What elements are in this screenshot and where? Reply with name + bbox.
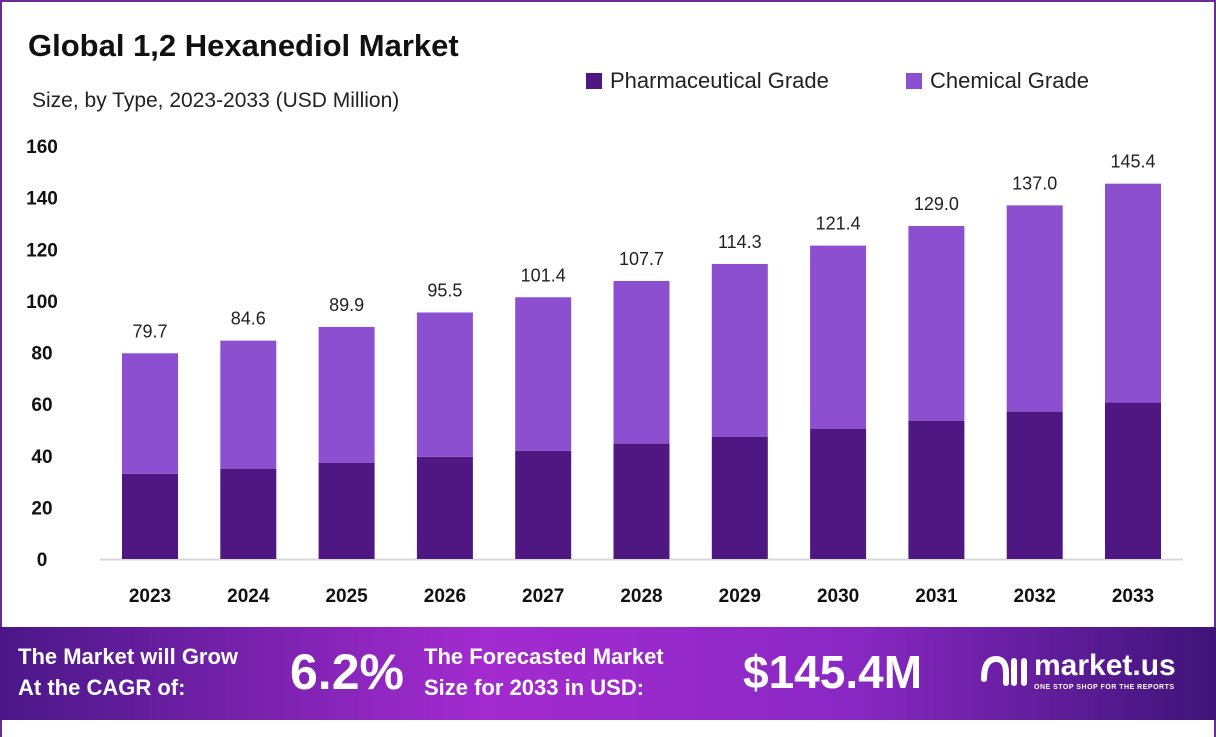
x-tick-label: 2027 [522,586,564,607]
legend-label: Pharmaceutical Grade [610,68,829,93]
x-tick-label: 2025 [325,586,368,607]
legend-swatch [586,73,602,89]
bar-pharmaceutical-2024 [220,468,277,559]
total-label: 89.9 [329,295,364,315]
total-label: 137.0 [1012,173,1057,193]
forecast-label: The Forecasted Market Size for 2033 in US… [424,641,664,703]
y-tick-label: 40 [31,447,52,468]
y-tick-label: 20 [31,498,52,519]
x-tick-label: 2031 [915,586,958,607]
x-tick-label: 2033 [1112,586,1154,607]
logo-icon [981,655,1027,686]
bar-chemical-2030 [810,245,867,429]
forecast-label-line2: Size for 2033 in USD: [424,675,645,700]
market-us-logo: market.us ONE STOP SHOP FOR THE REPORTS [978,649,1176,692]
total-label: 107.7 [619,249,664,269]
bar-chemical-2028 [613,280,670,444]
footer-banner: The Market will Grow At the CAGR of: 6.2%… [0,627,1216,720]
bar-pharmaceutical-2030 [810,428,867,559]
cagr-label-line1: The Market will Grow [18,644,239,669]
total-label: 84.6 [231,309,266,329]
cagr-label-line2: At the CAGR of: [18,675,186,700]
bar-chemical-2031 [908,226,965,421]
y-tick-label: 0 [37,550,48,571]
x-tick-label: 2024 [227,586,270,607]
cagr-label: The Market will Grow At the CAGR of: [18,641,238,703]
bar-pharmaceutical-2028 [613,443,670,559]
y-tick-label: 140 [26,189,58,210]
bar-chemical-2029 [711,263,768,437]
bar-pharmaceutical-2027 [515,450,572,559]
bar-chemical-2023 [122,353,178,474]
legend-label: Chemical Grade [930,68,1089,93]
logo-name: market.us [1034,649,1176,682]
x-tick-label: 2029 [719,586,761,607]
total-label: 101.4 [521,265,566,285]
bar-chemical-2032 [1006,205,1063,412]
legend-swatch [906,73,922,89]
y-tick-label: 80 [31,344,52,365]
bar-pharmaceutical-2025 [318,462,375,559]
bar-pharmaceutical-2023 [122,473,178,559]
bar-pharmaceutical-2032 [1006,411,1063,559]
legend-item-pharmaceutical: Pharmaceutical Grade [586,68,829,94]
y-tick-label: 160 [26,137,58,158]
total-label: 129.0 [914,194,959,214]
bar-pharmaceutical-2026 [416,456,473,559]
y-tick-label: 100 [26,292,58,313]
total-label: 79.7 [132,321,167,341]
bar-chemical-2033 [1105,183,1161,403]
chart-title: Global 1,2 Hexanediol Market [28,28,459,63]
bar-pharmaceutical-2031 [908,420,965,559]
bar-chemical-2026 [416,312,473,457]
bar-chemical-2024 [220,340,277,469]
x-tick-label: 2023 [129,586,171,607]
bar-pharmaceutical-2029 [711,436,768,559]
logo-tagline: ONE STOP SHOP FOR THE REPORTS [1034,684,1175,691]
y-tick-label: 120 [26,240,58,261]
forecast-value: $145.4M [743,646,923,698]
total-label: 114.3 [718,232,762,252]
y-tick-label: 60 [31,395,52,416]
bar-chemical-2027 [515,297,572,451]
total-label: 121.4 [816,214,861,234]
bar-chart: 0 20 40 60 80 100 120 140 160 79.7 2023 84.6 2024 89.… [26,137,1183,607]
total-label: 145.4 [1110,152,1155,172]
x-tick-label: 2028 [620,586,662,607]
total-label: 95.5 [427,280,462,300]
x-tick-label: 2030 [817,586,859,607]
cagr-value: 6.2% [290,644,404,700]
forecast-label-line1: The Forecasted Market [424,644,664,669]
bar-chemical-2025 [318,326,375,463]
x-tick-label: 2026 [424,586,466,607]
chart-subtitle: Size, by Type, 2023-2033 (USD Million) [32,89,400,112]
x-tick-label: 2032 [1014,586,1056,607]
legend-item-chemical: Chemical Grade [906,68,1089,94]
bar-pharmaceutical-2033 [1105,402,1161,559]
